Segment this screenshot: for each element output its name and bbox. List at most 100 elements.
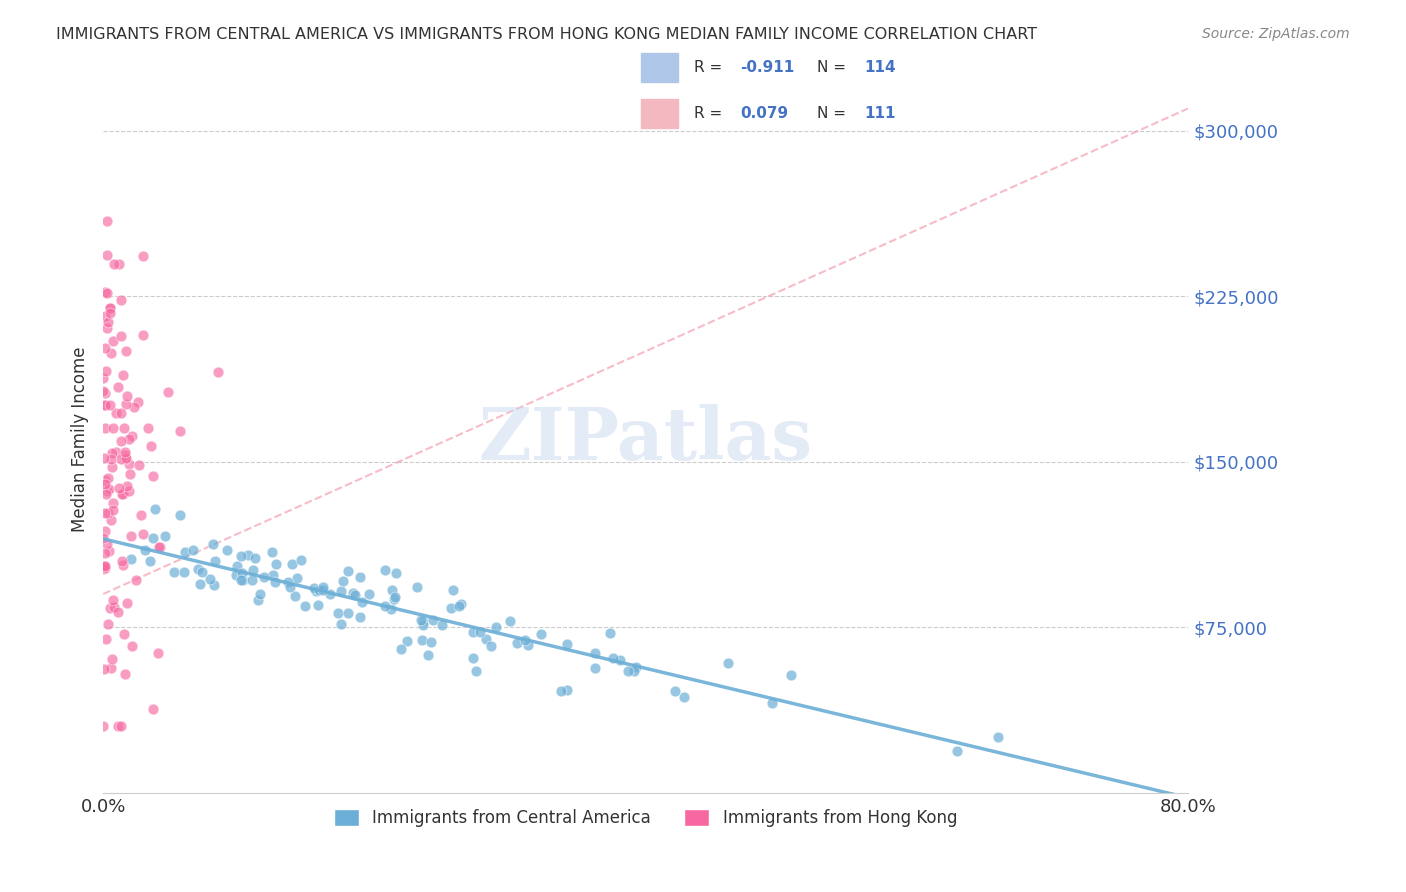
Immigrants from Central America xyxy=(238,548,260,562)
Immigrants from Central America xyxy=(337,564,360,578)
Immigrants from Hong Kong xyxy=(93,451,115,466)
Immigrants from Hong Kong xyxy=(115,344,138,359)
Immigrants from Central America xyxy=(262,567,284,582)
Immigrants from Central America xyxy=(664,684,686,698)
Immigrants from Hong Kong xyxy=(98,398,121,412)
Immigrants from Central America xyxy=(308,582,330,597)
Immigrants from Hong Kong xyxy=(110,406,132,420)
Immigrants from Central America xyxy=(290,552,312,566)
Immigrants from Central America xyxy=(169,508,191,523)
Immigrants from Central America xyxy=(432,618,454,632)
Immigrants from Hong Kong xyxy=(121,640,143,654)
Immigrants from Hong Kong xyxy=(148,541,170,555)
Text: R =: R = xyxy=(693,60,727,75)
Immigrants from Hong Kong xyxy=(141,702,163,716)
Immigrants from Central America xyxy=(350,595,373,609)
Immigrants from Central America xyxy=(264,575,287,590)
Immigrants from Hong Kong xyxy=(157,385,180,400)
Immigrants from Central America xyxy=(412,615,434,629)
Immigrants from Central America xyxy=(515,632,537,647)
Immigrants from Central America xyxy=(284,589,307,603)
Immigrants from Central America xyxy=(328,606,350,620)
Immigrants from Central America xyxy=(163,565,186,579)
Immigrants from Central America xyxy=(475,632,498,646)
Immigrants from Central America xyxy=(305,584,328,599)
Immigrants from Central America xyxy=(373,563,395,577)
Text: N =: N = xyxy=(817,106,851,121)
Immigrants from Central America xyxy=(191,566,214,580)
Immigrants from Central America xyxy=(385,566,408,580)
Immigrants from Hong Kong xyxy=(93,421,115,435)
Text: IMMIGRANTS FROM CENTRAL AMERICA VS IMMIGRANTS FROM HONG KONG MEDIAN FAMILY INCOM: IMMIGRANTS FROM CENTRAL AMERICA VS IMMIG… xyxy=(56,27,1038,42)
Immigrants from Hong Kong xyxy=(207,365,229,379)
Immigrants from Central America xyxy=(468,625,491,640)
Immigrants from Central America xyxy=(142,531,165,545)
Immigrants from Hong Kong xyxy=(94,632,117,646)
Text: 114: 114 xyxy=(863,60,896,75)
Immigrants from Central America xyxy=(550,684,572,698)
Immigrants from Central America xyxy=(555,637,578,651)
Immigrants from Central America xyxy=(202,537,225,551)
Immigrants from Hong Kong xyxy=(118,432,141,446)
Immigrants from Hong Kong xyxy=(98,306,121,320)
Immigrants from Hong Kong xyxy=(117,388,139,402)
Immigrants from Hong Kong xyxy=(112,486,135,500)
Immigrants from Central America xyxy=(599,625,621,640)
Immigrants from Hong Kong xyxy=(93,384,115,399)
Immigrants from Hong Kong xyxy=(97,616,120,631)
Immigrants from Central America xyxy=(396,633,419,648)
Immigrants from Hong Kong xyxy=(114,667,136,681)
Immigrants from Hong Kong xyxy=(93,473,115,487)
Immigrants from Hong Kong xyxy=(96,248,118,262)
Immigrants from Central America xyxy=(174,545,197,559)
Immigrants from Central America xyxy=(530,627,553,641)
Immigrants from Central America xyxy=(243,550,266,565)
Immigrants from Hong Kong xyxy=(96,321,118,335)
Immigrants from Central America xyxy=(555,682,578,697)
Text: 0.079: 0.079 xyxy=(740,106,789,121)
Text: 111: 111 xyxy=(863,106,896,121)
Immigrants from Hong Kong xyxy=(103,334,125,348)
Immigrants from Hong Kong xyxy=(114,445,136,459)
Immigrants from Hong Kong xyxy=(94,385,117,400)
Immigrants from Central America xyxy=(411,613,433,627)
Immigrants from Central America xyxy=(624,660,647,674)
Immigrants from Central America xyxy=(246,593,269,607)
Immigrants from Hong Kong xyxy=(136,421,159,435)
Immigrants from Central America xyxy=(517,638,540,652)
Immigrants from Hong Kong xyxy=(94,341,117,355)
Immigrants from Central America xyxy=(231,566,253,580)
Immigrants from Hong Kong xyxy=(112,421,135,435)
Immigrants from Central America xyxy=(485,620,508,634)
Immigrants from Central America xyxy=(240,574,263,588)
Immigrants from Central America xyxy=(342,586,364,600)
Immigrants from Hong Kong xyxy=(115,397,138,411)
Immigrants from Hong Kong xyxy=(96,484,118,499)
Immigrants from Hong Kong xyxy=(121,429,143,443)
Immigrants from Hong Kong xyxy=(142,469,165,483)
Immigrants from Hong Kong xyxy=(93,309,115,323)
Immigrants from Hong Kong xyxy=(93,662,115,676)
Immigrants from Central America xyxy=(277,574,299,589)
Immigrants from Central America xyxy=(420,635,443,649)
Immigrants from Hong Kong xyxy=(100,346,122,360)
Immigrants from Central America xyxy=(200,572,222,586)
Immigrants from Central America xyxy=(583,661,606,675)
Immigrants from Central America xyxy=(188,576,211,591)
Immigrants from Central America xyxy=(264,557,287,571)
Immigrants from Hong Kong xyxy=(97,315,120,329)
Immigrants from Central America xyxy=(416,648,439,662)
Immigrants from Hong Kong xyxy=(103,599,125,614)
Text: N =: N = xyxy=(817,60,851,75)
Immigrants from Central America xyxy=(173,565,195,579)
Immigrants from Hong Kong xyxy=(112,558,135,572)
Immigrants from Hong Kong xyxy=(115,479,138,493)
Immigrants from Central America xyxy=(143,502,166,516)
Immigrants from Central America xyxy=(406,580,429,594)
Immigrants from Hong Kong xyxy=(110,293,132,307)
Immigrants from Central America xyxy=(337,606,360,620)
Immigrants from Hong Kong xyxy=(107,605,129,619)
Immigrants from Central America xyxy=(307,598,329,612)
Immigrants from Hong Kong xyxy=(132,328,155,343)
Immigrants from Hong Kong xyxy=(114,451,136,466)
